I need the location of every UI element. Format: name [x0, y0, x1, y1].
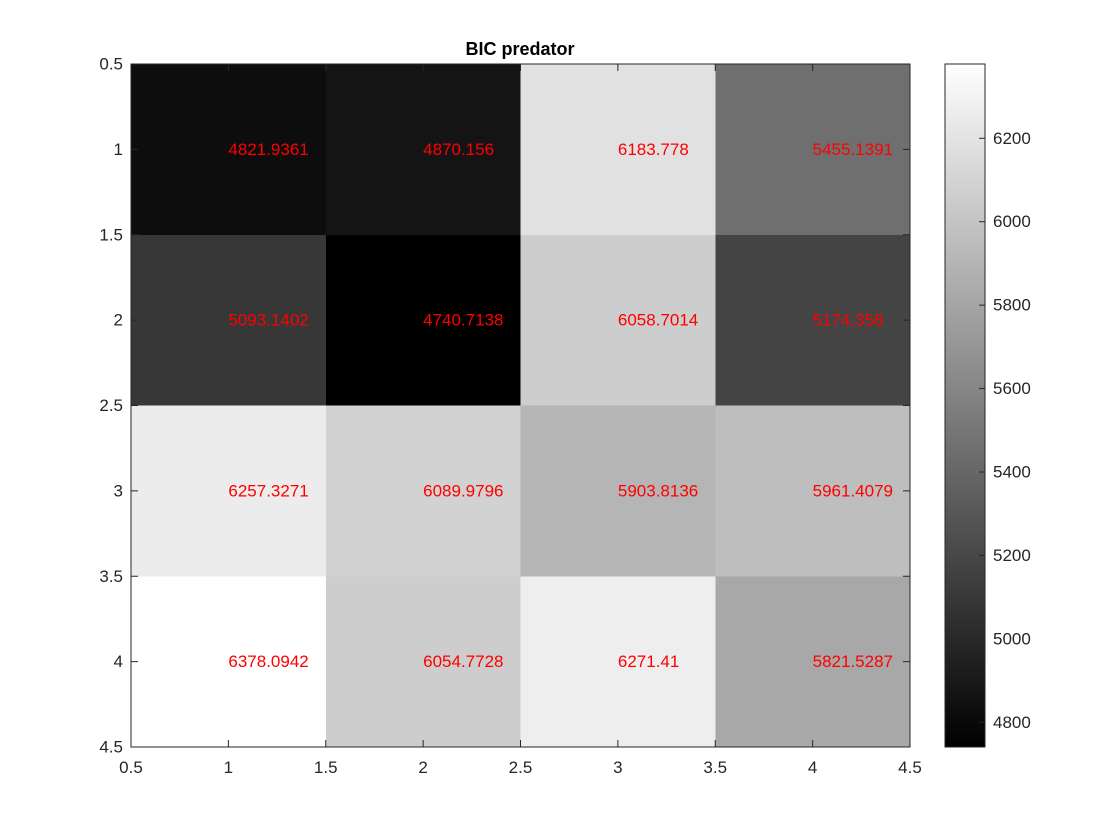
x-tick-label: 2: [418, 758, 427, 777]
cell-value-label: 5903.8136: [618, 481, 698, 500]
heatmap-cell: [520, 576, 716, 748]
cell-value-label: 6271.41: [618, 652, 679, 671]
heatmap-cell: [325, 405, 521, 577]
cell-value-label: 6089.9796: [423, 481, 503, 500]
cell-value-label: 4740.7138: [423, 311, 503, 330]
colorbar-tick-label: 5400: [993, 462, 1031, 481]
y-tick-label: 4.5: [99, 738, 123, 757]
y-tick-label: 4: [114, 652, 123, 671]
heatmap-cell: [325, 64, 521, 236]
cell-value-label: 5174.358: [813, 311, 884, 330]
heatmap-cell: [131, 64, 327, 236]
x-tick-label: 3: [613, 758, 622, 777]
cell-value-label: 5821.5287: [813, 652, 893, 671]
heatmap-cell: [131, 405, 327, 577]
x-tick-label: 0.5: [119, 758, 143, 777]
y-axis: 0.5 1 1.5 2 2.5 3 3.5 4 4.5: [99, 55, 910, 757]
colorbar-tick-label: 5200: [993, 546, 1031, 565]
cell-value-label: 6183.778: [618, 140, 689, 159]
colorbar-tick-label: 4800: [993, 713, 1031, 732]
heatmap-cell: [715, 405, 911, 577]
cell-value-label: 6257.3271: [228, 481, 308, 500]
x-tick-label: 2.5: [509, 758, 533, 777]
heatmap-cell: [325, 576, 521, 748]
heatmap-cell: [715, 64, 911, 236]
y-tick-label: 2: [114, 311, 123, 330]
heatmap-cell: [131, 576, 327, 748]
cell-value-label: 6378.0942: [228, 652, 308, 671]
colorbar-tick-label: 5600: [993, 379, 1031, 398]
y-tick-label: 3: [114, 481, 123, 500]
cell-value-label: 6058.7014: [618, 311, 698, 330]
x-tick-label: 4.5: [898, 758, 922, 777]
x-tick-label: 3.5: [703, 758, 727, 777]
colorbar-tick-label: 6200: [993, 129, 1031, 148]
cell-value-label: 5961.4079: [813, 481, 893, 500]
cell-value-label: 5093.1402: [228, 311, 308, 330]
y-tick-label: 1: [114, 140, 123, 159]
chart-title: BIC predator: [465, 39, 574, 59]
heatmap-cell: [131, 234, 327, 406]
heatmap-cell: [325, 234, 521, 406]
heatmap-cell: [715, 576, 911, 748]
colorbar-gradient: [944, 63, 986, 748]
cell-labels: 4821.9361 4870.156 6183.778 5455.1391 5093.1…: [228, 140, 893, 671]
x-tick-label: 1: [224, 758, 233, 777]
colorbar: 4800 5000 5200 5400 5600 5800 6000 6200: [944, 63, 1031, 748]
y-tick-label: 3.5: [99, 567, 123, 586]
heatmap-cell: [520, 234, 716, 406]
x-tick-label: 4: [808, 758, 817, 777]
y-tick-label: 2.5: [99, 396, 123, 415]
x-tick-label: 1.5: [314, 758, 338, 777]
cell-value-label: 5455.1391: [813, 140, 893, 159]
heatmap-cells: [131, 64, 911, 748]
y-tick-label: 0.5: [99, 55, 123, 74]
colorbar-tick-label: 5800: [993, 296, 1031, 315]
heatmap-cell: [520, 405, 716, 577]
heatmap-cell: [715, 234, 911, 406]
cell-value-label: 4821.9361: [228, 140, 308, 159]
colorbar-tick-label: 6000: [993, 212, 1031, 231]
cell-value-label: 4870.156: [423, 140, 494, 159]
y-tick-label: 1.5: [99, 225, 123, 244]
colorbar-tick-label: 5000: [993, 629, 1031, 648]
heatmap-cell: [520, 64, 716, 236]
cell-value-label: 6054.7728: [423, 652, 503, 671]
x-axis: 0.5 1 1.5 2 2.5 3 3.5 4 4.5: [119, 64, 922, 777]
